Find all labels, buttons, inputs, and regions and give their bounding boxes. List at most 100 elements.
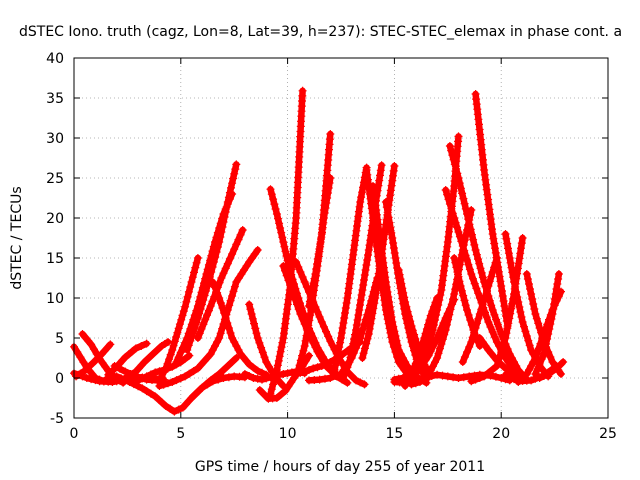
data-point-marker	[450, 214, 459, 222]
data-point-marker	[453, 268, 462, 276]
data-point-marker	[206, 302, 215, 310]
data-point-marker	[276, 347, 285, 356]
data-point-marker	[184, 287, 193, 296]
data-point-marker	[164, 379, 172, 388]
data-point-marker	[351, 231, 360, 240]
data-point-marker	[456, 282, 465, 290]
data-point-marker	[495, 325, 504, 334]
data-point-marker	[476, 264, 485, 273]
data-point-marker	[309, 364, 318, 373]
y-tick-label: -5	[50, 411, 64, 427]
data-point-marker	[221, 264, 230, 273]
data-point-marker	[334, 347, 343, 356]
data-point-marker	[313, 255, 322, 263]
data-point-marker	[499, 297, 508, 305]
data-point-marker	[313, 347, 322, 356]
data-point-marker	[217, 274, 226, 282]
data-point-marker	[397, 279, 406, 288]
data-point-marker	[168, 378, 177, 386]
data-point-marker	[236, 230, 245, 239]
data-point-marker	[501, 370, 510, 379]
series-16	[208, 278, 271, 379]
data-point-marker	[338, 324, 347, 332]
data-point-marker	[305, 316, 314, 325]
data-point-marker	[232, 240, 241, 249]
data-point-marker	[275, 352, 284, 361]
data-point-marker	[195, 309, 204, 318]
data-point-marker	[497, 374, 506, 382]
data-point-marker	[357, 329, 366, 338]
series-15	[187, 372, 249, 402]
data-point-marker	[183, 346, 192, 354]
data-point-marker	[358, 188, 367, 197]
data-point-marker	[365, 324, 374, 333]
series-5	[104, 339, 151, 379]
data-point-marker	[452, 164, 460, 173]
data-point-marker	[510, 375, 518, 384]
data-point-marker	[279, 370, 288, 378]
data-point-marker	[313, 363, 322, 372]
data-point-marker	[326, 130, 335, 138]
data-point-marker	[224, 324, 233, 332]
data-point-marker	[474, 289, 483, 298]
data-point-marker	[199, 296, 208, 304]
data-point-marker	[436, 344, 444, 353]
data-point-marker	[371, 294, 380, 302]
data-point-marker	[487, 220, 496, 229]
data-point-marker	[451, 258, 460, 267]
data-point-marker	[181, 372, 190, 381]
data-point-marker	[450, 290, 459, 298]
data-point-marker	[490, 239, 499, 248]
data-point-marker	[438, 335, 447, 344]
data-point-marker	[282, 310, 291, 318]
data-point-marker	[399, 288, 408, 297]
data-point-marker	[447, 300, 456, 309]
data-point-marker	[363, 334, 372, 343]
data-point-marker	[331, 361, 340, 370]
data-point-marker	[219, 366, 228, 374]
data-point-marker	[87, 340, 96, 349]
data-point-marker	[142, 372, 151, 381]
data-point-marker	[281, 247, 290, 256]
data-point-marker	[389, 171, 397, 180]
data-point-marker	[201, 315, 210, 324]
data-point-marker	[351, 330, 359, 339]
data-point-marker	[301, 336, 310, 345]
data-point-marker	[207, 268, 216, 276]
data-point-marker	[469, 274, 477, 283]
data-point-marker	[375, 176, 384, 185]
data-point-marker	[460, 246, 469, 255]
data-point-marker	[296, 368, 305, 377]
data-point-marker	[196, 305, 205, 313]
data-point-marker	[342, 299, 351, 307]
data-point-marker	[396, 275, 405, 284]
data-point-marker	[537, 355, 546, 363]
data-point-marker	[394, 266, 403, 274]
data-point-marker	[208, 278, 217, 286]
y-tick-label: 5	[55, 331, 64, 347]
x-tick-label: 10	[279, 426, 297, 442]
data-point-marker	[470, 240, 479, 249]
plot-frame	[73, 57, 609, 419]
data-point-marker	[218, 324, 227, 333]
data-point-marker	[228, 358, 237, 366]
y-tick-label: 25	[46, 171, 64, 187]
data-point-marker	[348, 344, 357, 353]
data-point-marker	[424, 370, 433, 379]
data-point-marker	[485, 277, 494, 286]
data-point-marker	[352, 326, 360, 334]
data-point-marker	[296, 268, 305, 276]
data-point-marker	[376, 171, 384, 180]
data-point-marker	[407, 322, 416, 330]
data-point-marker	[201, 287, 210, 295]
data-point-marker	[108, 378, 117, 386]
data-point-marker	[517, 239, 526, 248]
data-point-marker	[441, 186, 450, 194]
data-point-marker	[78, 372, 87, 381]
data-point-marker	[291, 295, 300, 304]
data-point-marker	[505, 254, 514, 262]
data-point-marker	[496, 277, 505, 286]
data-point-marker	[234, 235, 243, 244]
chart-title: dSTEC Iono. truth (cagz, Lon=8, Lat=39, …	[19, 24, 622, 40]
data-point-marker	[464, 215, 473, 224]
